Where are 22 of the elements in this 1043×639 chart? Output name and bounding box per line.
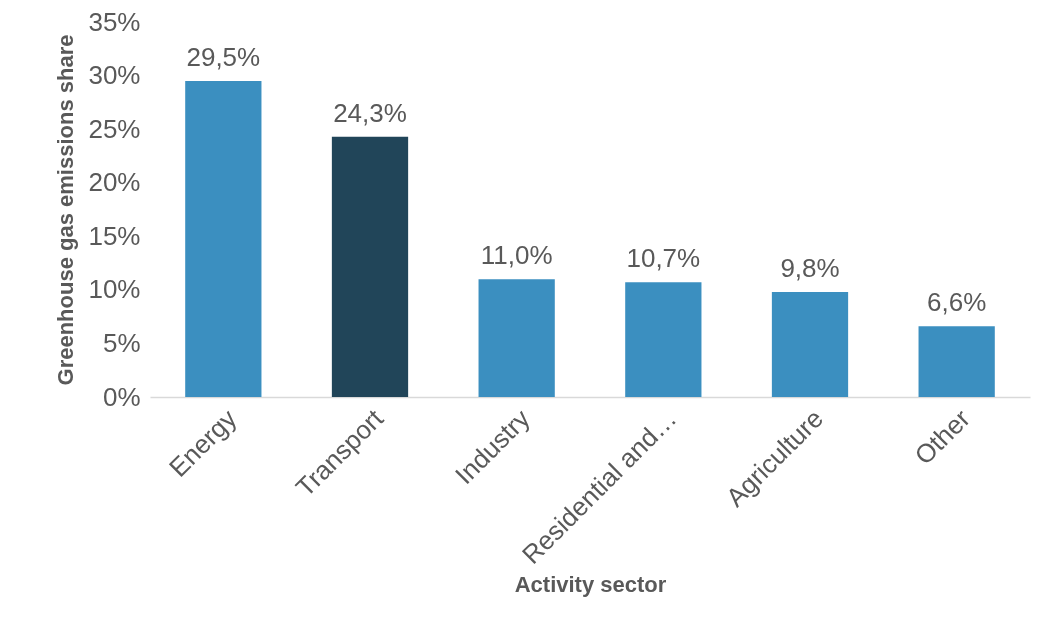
- y-tick-label: 30%: [88, 60, 141, 91]
- bar: [771, 292, 849, 397]
- data-label: 9,8%: [780, 253, 840, 283]
- y-tick-label: 15%: [88, 220, 141, 251]
- data-label: 29,5%: [186, 41, 261, 72]
- y-tick-label: 35%: [88, 6, 141, 37]
- x-axis-title: Activity sector: [514, 572, 667, 598]
- y-tick-label: 20%: [88, 167, 141, 198]
- bar: [918, 326, 995, 397]
- data-label: 6,6%: [927, 287, 987, 318]
- y-tick-label: 5%: [102, 327, 141, 358]
- y-axis-title: Greenhouse gas emissions share: [53, 34, 79, 386]
- data-label: 24,3%: [333, 97, 407, 128]
- bar: [185, 80, 262, 397]
- bar: [625, 282, 702, 397]
- y-tick-label: 10%: [88, 274, 141, 305]
- data-label: 10,7%: [626, 243, 701, 274]
- data-label: 11,0%: [480, 240, 553, 271]
- y-tick-label: 25%: [88, 113, 141, 144]
- bar: [331, 136, 409, 397]
- y-tick-label: 0%: [102, 381, 141, 412]
- bar: [478, 279, 555, 397]
